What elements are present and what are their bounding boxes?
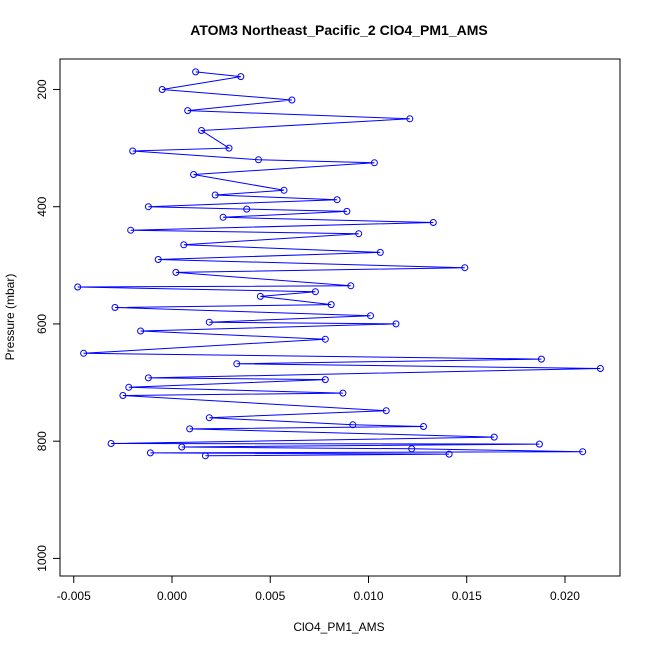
data-point (347, 282, 355, 290)
data-point (198, 127, 205, 134)
data-point (255, 156, 262, 164)
data-point (211, 191, 219, 199)
data-point (137, 327, 145, 335)
data-point (129, 147, 137, 155)
data-point (461, 264, 469, 272)
data-point (178, 443, 186, 451)
data-point (490, 433, 498, 441)
x-tick-label: 0.015 (452, 589, 482, 603)
data-point (233, 360, 241, 368)
data-point (535, 440, 543, 448)
data-point (146, 449, 154, 457)
x-axis: -0.005 0.000 0.005 0.010 0.015 0.020 (57, 575, 580, 603)
data-point (376, 248, 384, 256)
y-axis: 200 400 600 800 1000 (35, 79, 61, 572)
data-point (180, 241, 188, 249)
data-point (144, 374, 152, 382)
data-point (127, 226, 135, 234)
x-tick-label: 0.010 (353, 589, 383, 603)
data-point (225, 144, 233, 152)
y-tick-label: 600 (35, 314, 49, 334)
data-point (190, 171, 198, 178)
data-point (74, 283, 82, 291)
data-point (370, 159, 378, 167)
data-point (327, 301, 335, 309)
data-point (144, 203, 152, 211)
data-point (256, 292, 264, 300)
data-point (406, 115, 414, 123)
data-point (333, 196, 341, 204)
data-point (172, 268, 180, 276)
y-tick-label: 800 (35, 431, 49, 451)
data-point (429, 219, 437, 226)
data-point (339, 389, 347, 397)
data-point (537, 355, 545, 363)
data-point (321, 376, 329, 384)
data-point (579, 448, 587, 456)
data-point (321, 335, 329, 343)
x-tick-label: 0.020 (550, 589, 580, 603)
data-point (125, 383, 133, 391)
data-point (280, 186, 288, 194)
y-tick-label: 200 (35, 79, 49, 99)
plot-area (74, 68, 604, 460)
data-point (343, 207, 351, 215)
data-point (80, 349, 88, 357)
data-point (311, 288, 319, 296)
data-point (219, 213, 227, 221)
data-point (237, 73, 245, 81)
x-axis-label: ClO4_PM1_AMS (293, 620, 384, 634)
data-point (184, 107, 192, 115)
data-point (186, 425, 194, 433)
data-point (205, 318, 213, 326)
data-point (596, 365, 604, 372)
data-point (205, 414, 213, 422)
data-point (408, 445, 416, 453)
data-point (420, 423, 427, 430)
data-point (367, 312, 374, 320)
data-point (445, 450, 453, 458)
x-tick-label: -0.005 (57, 589, 91, 603)
data-point (201, 452, 209, 460)
data-point (382, 407, 390, 415)
data-point (243, 205, 251, 213)
data-point (107, 440, 115, 447)
data-point (119, 392, 127, 399)
data-point (288, 96, 296, 104)
data-point (349, 421, 357, 429)
y-tick-label: 1000 (35, 545, 49, 572)
data-point (158, 86, 166, 93)
chart-title: ATOM3 Northeast_Pacific_2 ClO4_PM1_AMS (190, 22, 487, 38)
data-point (154, 256, 162, 263)
y-tick-label: 400 (35, 196, 49, 216)
series-line (77, 71, 601, 457)
data-point (111, 304, 119, 311)
data-point (355, 230, 363, 238)
y-axis-label: Pressure (mbar) (3, 274, 17, 361)
x-tick-label: 0.005 (255, 589, 285, 603)
x-tick-label: 0.000 (157, 589, 187, 603)
data-point (192, 68, 200, 76)
data-point (392, 320, 400, 328)
